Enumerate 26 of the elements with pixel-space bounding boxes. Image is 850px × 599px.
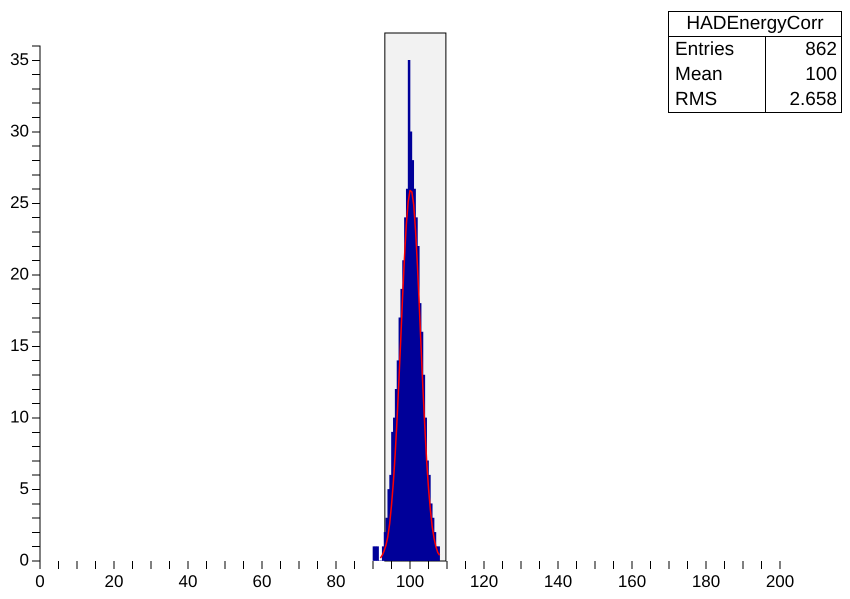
text: 2.658 xyxy=(788,88,838,112)
x-tick-label: 0 xyxy=(35,572,45,591)
x-tick-label: 80 xyxy=(326,572,346,591)
y-tick-label: 30 xyxy=(10,122,29,141)
x-tick-label: 20 xyxy=(104,572,124,591)
text: 862 xyxy=(804,38,838,62)
annotation: RMS xyxy=(669,87,766,112)
x-tick-label: 160 xyxy=(618,572,646,591)
text: 100 xyxy=(804,63,838,87)
x-tick-label: 200 xyxy=(766,572,794,591)
y-tick-label: 0 xyxy=(20,550,29,570)
x-tick-label: 40 xyxy=(178,572,198,591)
y-tick-label: 25 xyxy=(10,193,29,212)
y-tick-label: 15 xyxy=(10,336,29,356)
text: HADEnergyCorr xyxy=(669,12,841,37)
annotation: Entries xyxy=(669,37,766,62)
annotation: Mean xyxy=(669,62,766,87)
y-tick-label: 10 xyxy=(10,408,29,427)
y-tick-label: 20 xyxy=(10,264,29,284)
x-tick-label: 180 xyxy=(692,572,720,591)
x-tick-label: 140 xyxy=(544,572,572,591)
x-tick-label: 100 xyxy=(396,572,424,591)
x-tick-label: 120 xyxy=(470,572,498,591)
x-tick-label: 60 xyxy=(252,572,272,591)
y-tick-label: 35 xyxy=(10,50,29,69)
y-tick-label: 5 xyxy=(20,479,29,498)
